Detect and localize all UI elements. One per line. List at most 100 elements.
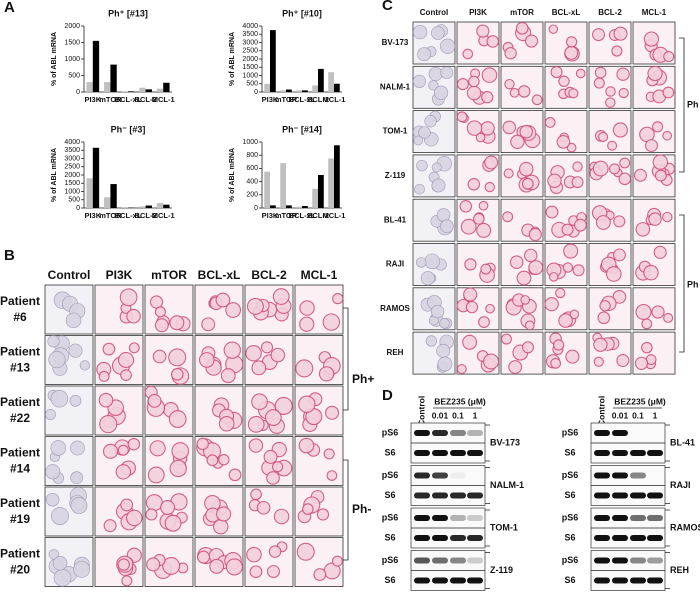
cell xyxy=(45,409,56,420)
cell xyxy=(65,312,82,329)
bar xyxy=(302,206,308,208)
bar xyxy=(86,178,93,208)
panel-label: C xyxy=(382,0,393,14)
y-tick-label: 3000 xyxy=(64,155,80,162)
x-tick-label: BCL-2 xyxy=(135,95,157,104)
band xyxy=(594,430,610,436)
y-axis-label: % of ABL mRNA xyxy=(229,32,236,86)
cell xyxy=(313,568,327,581)
band xyxy=(630,577,646,584)
band xyxy=(630,472,646,479)
cell xyxy=(73,560,91,578)
band xyxy=(467,557,483,564)
cell xyxy=(618,87,629,99)
band xyxy=(594,472,610,479)
protein-label: pS6 xyxy=(382,512,399,522)
bar xyxy=(163,82,170,92)
band xyxy=(450,557,466,564)
band xyxy=(432,577,448,584)
cell xyxy=(218,454,230,466)
cell xyxy=(48,549,60,560)
cell xyxy=(197,550,211,564)
cell xyxy=(652,121,664,133)
y-tick-label: 800 xyxy=(246,152,258,159)
cell xyxy=(436,343,451,358)
cell-line-box xyxy=(485,424,490,462)
cell xyxy=(519,161,534,177)
protein-label: pS6 xyxy=(562,470,579,480)
cell xyxy=(103,519,117,533)
y-tick-label: 600 xyxy=(246,165,258,172)
cell xyxy=(424,115,437,128)
cell xyxy=(439,318,450,329)
cell xyxy=(299,316,315,332)
cell xyxy=(324,405,340,420)
bar xyxy=(286,89,292,92)
cell xyxy=(246,546,262,563)
x-tick-label: mTOR xyxy=(99,95,122,104)
cell-line-label: NALM-1 xyxy=(490,480,524,490)
cell xyxy=(126,308,141,324)
band xyxy=(467,577,483,584)
cell xyxy=(462,48,474,60)
cell xyxy=(414,183,425,195)
cell xyxy=(45,464,61,480)
cell xyxy=(643,264,659,281)
panel-label: D xyxy=(382,387,393,404)
x-tick-label: MCL-1 xyxy=(323,211,346,220)
cell xyxy=(147,466,165,484)
cell xyxy=(641,318,653,330)
band xyxy=(612,557,628,564)
band xyxy=(594,577,610,584)
cell xyxy=(566,142,577,153)
cell xyxy=(480,263,492,275)
bar xyxy=(328,72,334,92)
y-tick-label: 0 xyxy=(254,205,258,212)
cell xyxy=(486,35,500,48)
x-tick-label: mTOR xyxy=(275,95,298,104)
group-bracket xyxy=(679,214,685,353)
bar xyxy=(156,88,164,92)
cell xyxy=(48,351,66,369)
cell xyxy=(273,508,290,525)
bar xyxy=(264,171,270,208)
cell xyxy=(616,353,630,368)
cell xyxy=(439,38,456,54)
x-tick-label: MCL-1 xyxy=(152,95,175,104)
cell xyxy=(635,303,652,321)
x-tick-label: BCL-2 xyxy=(307,211,329,220)
row-label: BL-41 xyxy=(384,215,407,224)
cell xyxy=(201,317,216,332)
y-tick-label: 1000 xyxy=(242,139,258,146)
cell xyxy=(260,341,274,354)
chart-title: Ph⁺ [#13] xyxy=(108,8,148,18)
row-label: RAMOS xyxy=(380,304,410,313)
cell xyxy=(478,316,490,328)
cell xyxy=(52,556,68,571)
cell xyxy=(249,565,263,579)
cell xyxy=(556,135,571,149)
bar xyxy=(270,205,276,208)
cell xyxy=(500,333,512,345)
cell xyxy=(653,245,667,259)
cell xyxy=(215,292,231,308)
band xyxy=(450,430,466,436)
cell xyxy=(298,395,316,413)
cell xyxy=(246,297,264,315)
bar xyxy=(296,206,302,208)
cell xyxy=(272,288,290,305)
cell xyxy=(460,218,477,235)
band xyxy=(414,557,430,564)
cell xyxy=(420,271,435,286)
cell xyxy=(645,139,658,153)
cell xyxy=(223,341,241,359)
row-label: #19 xyxy=(10,512,30,526)
cell xyxy=(468,75,480,88)
cell xyxy=(504,46,517,60)
band xyxy=(450,492,466,499)
dose-label: 1 xyxy=(473,410,478,420)
cell xyxy=(323,448,335,460)
treatment-header: BEZ235 (μM) xyxy=(614,396,666,406)
y-tick-label: 500 xyxy=(68,72,80,79)
x-tick-label: BCL-xL xyxy=(115,95,142,104)
